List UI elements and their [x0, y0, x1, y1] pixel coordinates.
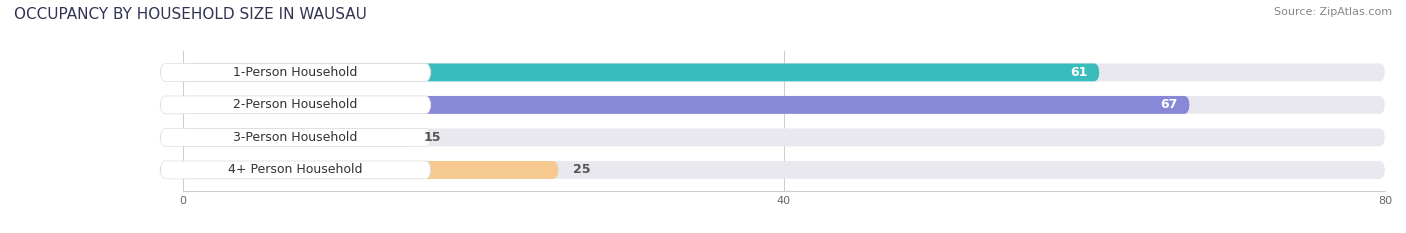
Text: 4+ Person Household: 4+ Person Household — [228, 163, 363, 176]
Text: 67: 67 — [1160, 98, 1178, 111]
FancyBboxPatch shape — [183, 128, 1385, 146]
FancyBboxPatch shape — [183, 161, 558, 179]
Text: 3-Person Household: 3-Person Household — [233, 131, 357, 144]
FancyBboxPatch shape — [183, 128, 408, 146]
FancyBboxPatch shape — [160, 161, 430, 179]
Text: 2-Person Household: 2-Person Household — [233, 98, 357, 111]
Text: OCCUPANCY BY HOUSEHOLD SIZE IN WAUSAU: OCCUPANCY BY HOUSEHOLD SIZE IN WAUSAU — [14, 7, 367, 22]
FancyBboxPatch shape — [160, 96, 430, 114]
Text: 1-Person Household: 1-Person Household — [233, 66, 357, 79]
FancyBboxPatch shape — [183, 161, 1385, 179]
FancyBboxPatch shape — [183, 96, 1385, 114]
FancyBboxPatch shape — [160, 128, 430, 146]
FancyBboxPatch shape — [183, 63, 1385, 81]
FancyBboxPatch shape — [160, 63, 430, 81]
FancyBboxPatch shape — [183, 96, 1189, 114]
Text: 61: 61 — [1070, 66, 1087, 79]
Text: 15: 15 — [423, 131, 440, 144]
Text: 25: 25 — [574, 163, 591, 176]
FancyBboxPatch shape — [183, 63, 1099, 81]
Text: Source: ZipAtlas.com: Source: ZipAtlas.com — [1274, 7, 1392, 17]
